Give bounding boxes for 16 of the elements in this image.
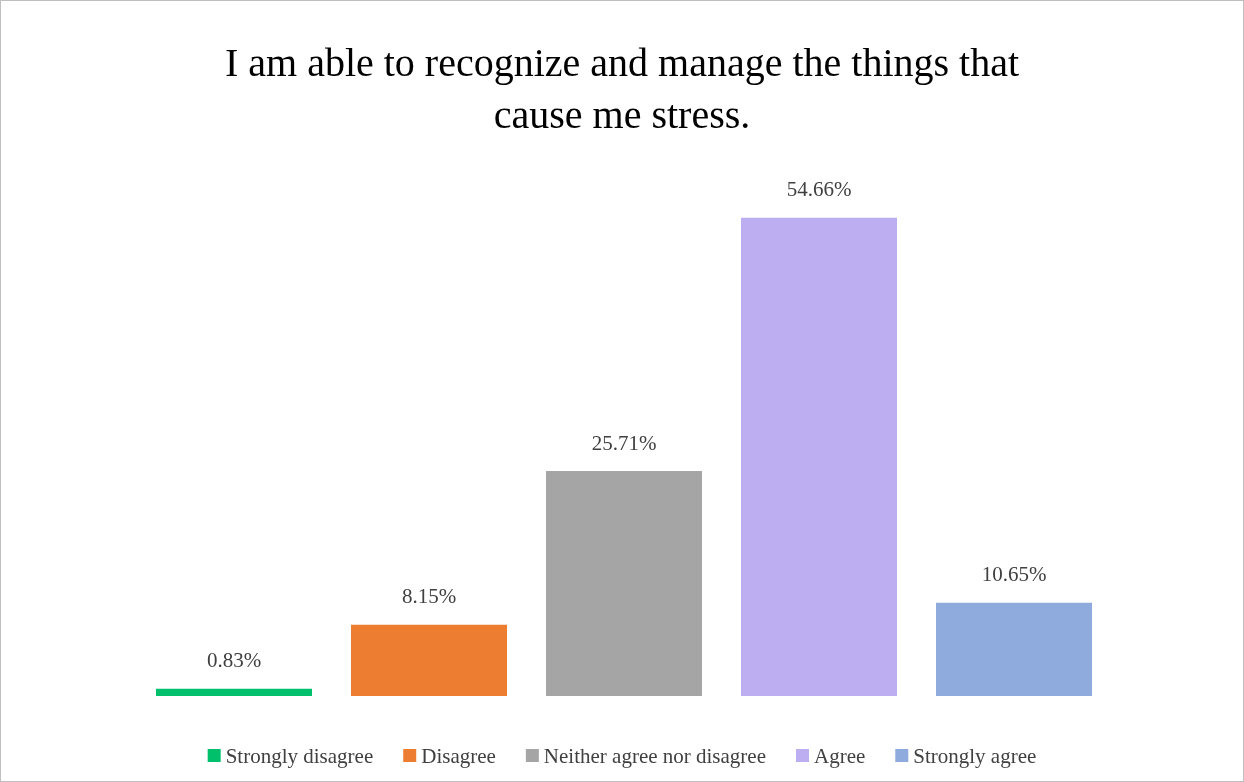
chart-title: I am able to recognize and manage the things that cause me stress. bbox=[224, 39, 1020, 137]
data-label: 54.66% bbox=[786, 177, 852, 202]
data-label: 25.71% bbox=[591, 430, 657, 455]
data-label: 0.83% bbox=[206, 648, 262, 673]
legend-label: Neither agree nor disagree bbox=[543, 743, 766, 768]
data-label: 8.15% bbox=[401, 584, 457, 609]
bar bbox=[156, 688, 312, 696]
legend-label: Disagree bbox=[421, 743, 496, 768]
legend-label: Agree bbox=[813, 743, 866, 768]
legend-label: Strongly agree bbox=[913, 743, 1037, 768]
data-label: 10.65% bbox=[981, 562, 1047, 587]
bar bbox=[546, 471, 702, 696]
bar bbox=[741, 217, 897, 696]
bar bbox=[936, 602, 1092, 696]
bar bbox=[351, 624, 507, 696]
legend-label: Strongly disagree bbox=[225, 743, 374, 768]
